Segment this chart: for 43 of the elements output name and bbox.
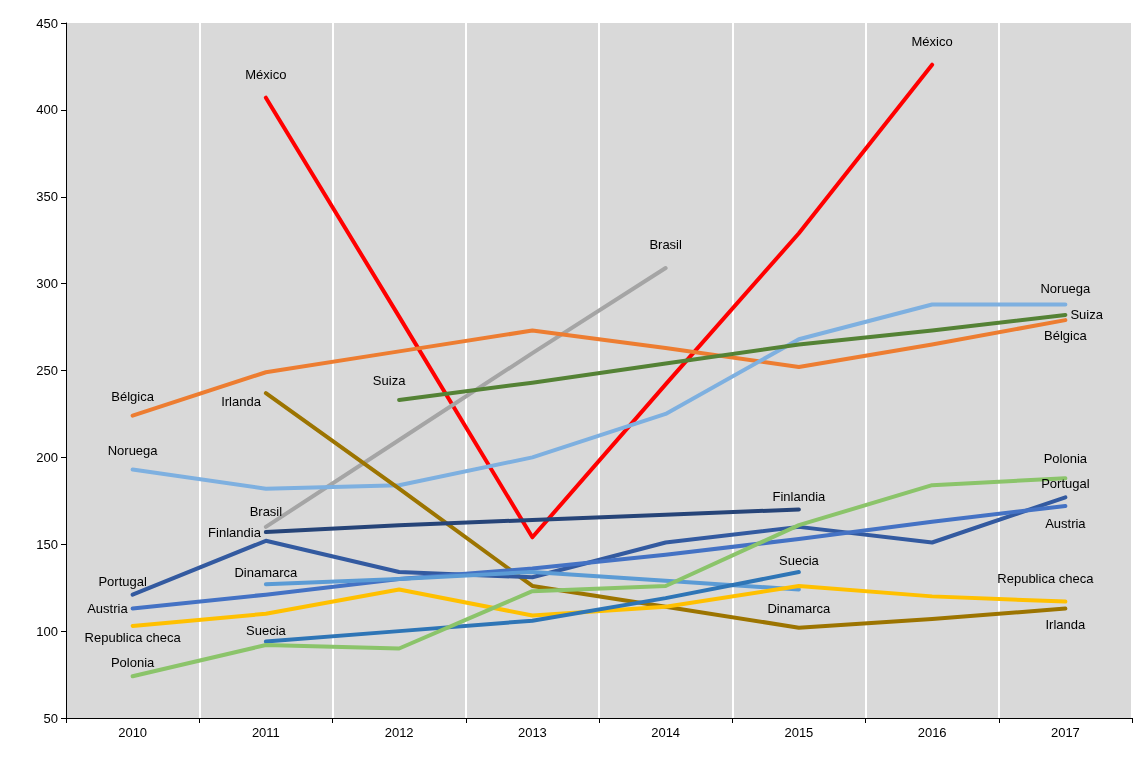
text: México xyxy=(245,66,287,82)
x-tick-label: 2017 xyxy=(1050,725,1080,740)
series-label: Irlanda xyxy=(221,393,262,409)
text: Republica checa xyxy=(997,570,1094,586)
series-label: Polonia xyxy=(110,655,156,671)
series-label: Dinamarca xyxy=(234,565,299,581)
x-tick-label: 2011 xyxy=(251,725,280,740)
y-tick-label: 350 xyxy=(36,189,58,205)
text: Brasil xyxy=(649,236,682,252)
y-tick-label: 100 xyxy=(36,623,58,639)
x-tick-label: 2012 xyxy=(384,725,414,740)
series-label: Portugal xyxy=(98,573,147,589)
text: Austria xyxy=(1045,516,1086,532)
series-label: Austria xyxy=(87,601,129,617)
text: Dinamarca xyxy=(767,601,831,617)
y-tick-label: 250 xyxy=(36,363,58,378)
y-tick-label: 50 xyxy=(43,710,58,726)
series-label: México xyxy=(911,33,953,49)
series-label: Noruega xyxy=(1040,281,1092,297)
text: Suiza xyxy=(372,373,406,389)
x-tick-label: 2015 xyxy=(784,725,814,740)
text: Bélgica xyxy=(111,388,154,404)
text: Portugal xyxy=(1041,476,1090,492)
text: Polonia xyxy=(1043,451,1088,467)
series-label: Suiza xyxy=(1070,307,1104,323)
x-tick-label: 2014 xyxy=(651,725,681,740)
series-label: Brasil xyxy=(249,503,283,519)
y-tick-label: 450 xyxy=(36,15,58,31)
y-tick-label: 200 xyxy=(36,449,58,465)
y-tick-label: 150 xyxy=(36,536,58,552)
text: Noruega xyxy=(107,442,158,458)
text: Suecia xyxy=(779,553,819,569)
series-label: Bélgica xyxy=(1044,328,1088,344)
y-tick-label: 400 xyxy=(36,102,58,118)
x-tick-label: 2016 xyxy=(917,725,947,740)
series-label: Republica checa xyxy=(84,629,182,645)
x-tick-label: 2013 xyxy=(517,725,547,740)
y-tick-label: 300 xyxy=(36,276,58,292)
x-tick-label: 2010 xyxy=(118,725,148,740)
series-label: Suecia xyxy=(246,622,287,638)
text: Finlandia xyxy=(772,488,826,504)
text: Irlanda xyxy=(1045,616,1086,632)
series-label: Finlandia xyxy=(208,524,262,540)
